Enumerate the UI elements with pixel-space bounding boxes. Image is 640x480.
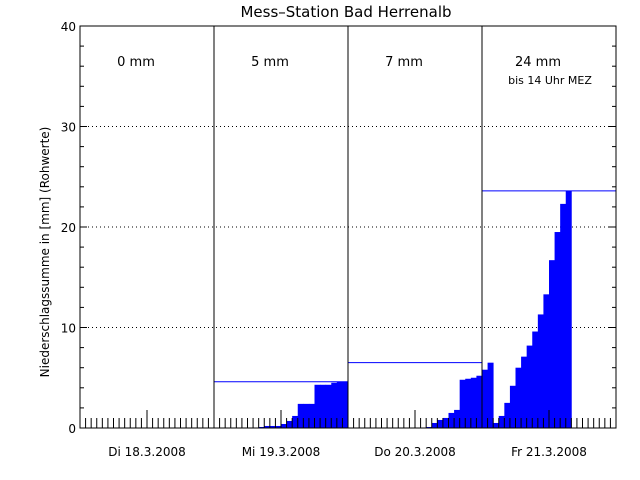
precip-bar bbox=[303, 403, 310, 428]
x-day-label: Do 20.3.2008 bbox=[374, 445, 455, 459]
precipitation-bars bbox=[258, 190, 572, 428]
y-tick-label: 0 bbox=[68, 422, 76, 436]
precip-bar bbox=[482, 369, 488, 428]
daily-total-lines bbox=[214, 190, 616, 383]
precip-bar bbox=[493, 422, 500, 428]
precip-bar bbox=[437, 419, 444, 428]
day-dividers bbox=[213, 26, 483, 428]
precip-bar bbox=[431, 422, 438, 428]
precip-bar bbox=[459, 379, 466, 428]
precip-bar bbox=[264, 425, 271, 428]
daily-total-label: 0 mm bbox=[117, 55, 155, 70]
y-tick-label: 40 bbox=[61, 20, 76, 34]
precip-bar bbox=[275, 425, 282, 428]
precip-bar bbox=[498, 415, 505, 428]
precip-bar bbox=[454, 409, 461, 428]
precip-bar bbox=[336, 381, 343, 428]
precip-bar bbox=[465, 378, 472, 428]
y-tick-label: 10 bbox=[61, 322, 76, 336]
precip-bar bbox=[515, 367, 522, 428]
daily-note-label: bis 14 Uhr MEZ bbox=[508, 74, 592, 87]
y-axis-label: Niederschlagssumme in [mm] (Rohwerte) bbox=[38, 127, 52, 378]
precip-bar bbox=[470, 377, 477, 428]
y-tick-label: 20 bbox=[61, 221, 76, 235]
daily-total-label: 24 mm bbox=[515, 55, 561, 70]
precip-bar bbox=[537, 314, 544, 428]
precip-bar bbox=[543, 294, 550, 428]
precip-bar bbox=[476, 375, 483, 428]
precip-bar bbox=[292, 415, 299, 428]
axes: 0 10 20 30 40 bbox=[61, 20, 617, 436]
day-annotations: Di 18.3.2008 0 mm Mi 19.3.2008 5 mm Do 20.3.… bbox=[108, 55, 592, 459]
precip-bar bbox=[426, 426, 433, 428]
precip-bar bbox=[554, 232, 561, 428]
precip-bar bbox=[269, 425, 276, 428]
precip-bar bbox=[281, 423, 287, 428]
precip-bar bbox=[521, 356, 528, 428]
precip-bar bbox=[487, 362, 494, 428]
precip-bar bbox=[560, 203, 567, 428]
precip-bar bbox=[565, 190, 572, 428]
precip-bar bbox=[286, 420, 293, 428]
daily-total-label: 5 mm bbox=[251, 55, 289, 70]
precip-bar bbox=[331, 382, 338, 428]
precip-bar bbox=[448, 412, 455, 428]
chart-title: Mess–Station Bad Herrenalb bbox=[240, 3, 451, 21]
precip-bar bbox=[297, 403, 304, 428]
precip-bar bbox=[442, 417, 449, 428]
precip-bar bbox=[342, 381, 349, 428]
precip-bar bbox=[325, 384, 332, 428]
x-day-label: Di 18.3.2008 bbox=[108, 445, 185, 459]
precip-bar bbox=[526, 345, 533, 428]
precip-bar bbox=[549, 260, 555, 428]
daily-total-label: 7 mm bbox=[385, 55, 423, 70]
precip-bar bbox=[314, 384, 321, 428]
precip-bar bbox=[509, 385, 516, 428]
x-day-label: Fr 21.3.2008 bbox=[511, 445, 587, 459]
precip-bar bbox=[258, 426, 265, 428]
precip-bar bbox=[504, 402, 511, 428]
y-tick-label: 30 bbox=[61, 121, 76, 135]
precip-bar bbox=[532, 331, 539, 428]
x-day-label: Mi 19.3.2008 bbox=[242, 445, 321, 459]
precip-bar bbox=[320, 384, 327, 428]
precip-bar bbox=[308, 403, 315, 428]
